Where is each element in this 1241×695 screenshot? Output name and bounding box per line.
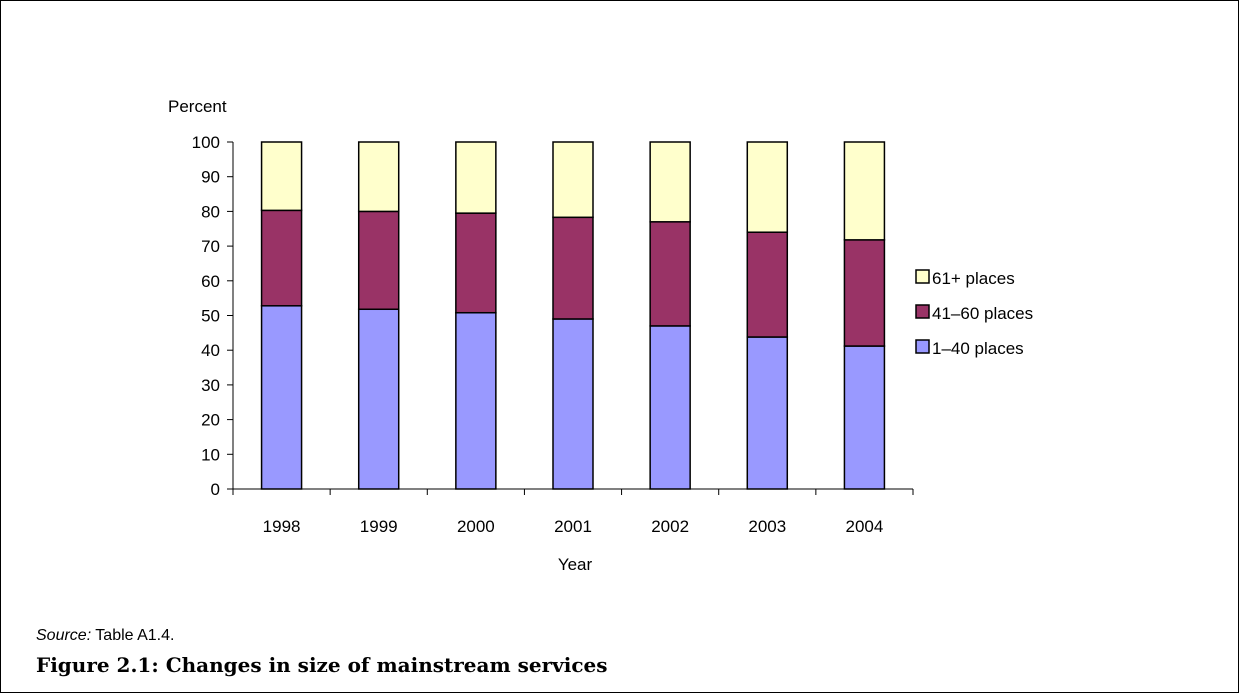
bar-segment-2000-s2 — [455, 141, 497, 214]
x-axis-label: Year — [558, 555, 593, 574]
bar-segment-2003-s2 — [746, 141, 789, 233]
source-text: Table A1.4. — [95, 627, 175, 644]
y-tick-label: 70 — [201, 237, 220, 256]
legend-label: 41–60 places — [932, 304, 1033, 323]
x-tick-label: 2001 — [554, 517, 592, 536]
y-axis-label: Percent — [168, 97, 227, 116]
y-tick-label: 90 — [201, 168, 220, 187]
x-tick-label: 2004 — [846, 517, 884, 536]
bar-segment-2004-s0 — [843, 345, 886, 490]
x-tick-label: 2003 — [748, 517, 786, 536]
bar-segment-2003-s0 — [746, 336, 789, 490]
bar-segment-2002-s2 — [649, 141, 691, 223]
figure-caption: Figure 2.1: Changes in size of mainstrea… — [36, 653, 608, 677]
x-tick-label: 1998 — [263, 517, 301, 536]
source-note: Source: Table A1.4. — [36, 627, 174, 645]
bar-segment-2004-s2 — [843, 141, 886, 241]
y-tick-label: 60 — [201, 272, 220, 291]
y-tick-label: 0 — [211, 480, 220, 499]
y-tick-label: 20 — [201, 411, 220, 430]
bar-segment-2001-s1 — [552, 216, 594, 320]
y-tick-label: 10 — [201, 445, 220, 464]
bar-segment-2003-s1 — [746, 231, 789, 338]
x-tick-label: 2000 — [457, 517, 495, 536]
bar-segment-1998-s1 — [260, 209, 303, 307]
bar-segment-2001-s2 — [552, 141, 594, 219]
bar-segment-2004-s1 — [843, 239, 886, 347]
y-tick-label: 80 — [201, 202, 220, 221]
legend-label: 1–40 places — [932, 339, 1024, 358]
bar-segment-2000-s1 — [455, 212, 497, 314]
bar-segment-1998-s2 — [260, 141, 303, 212]
x-tick-label: 2002 — [651, 517, 689, 536]
legend-swatch — [915, 304, 930, 319]
bar-segment-2000-s0 — [455, 311, 497, 490]
y-tick-label: 50 — [201, 307, 220, 326]
legend-swatch — [915, 269, 930, 284]
source-label: Source: — [36, 627, 92, 644]
axes-group: 0 10 20 30 40 50 60 70 80 90 100 1998 1999 2000 2001 20… — [192, 133, 914, 536]
bar-segment-2002-s0 — [649, 325, 691, 490]
legend: 61+ places 41–60 places 1–40 places — [915, 269, 1033, 358]
y-tick-label: 100 — [192, 133, 220, 152]
y-tick-label: 30 — [201, 376, 220, 395]
bars-group — [260, 141, 886, 490]
bar-segment-1999-s2 — [357, 141, 400, 213]
bar-segment-2001-s0 — [552, 318, 594, 490]
legend-label: 61+ places — [932, 269, 1015, 288]
bar-segment-1999-s0 — [357, 308, 400, 490]
bar-segment-1999-s1 — [357, 210, 400, 311]
x-tick-label: 1999 — [360, 517, 398, 536]
legend-swatch — [915, 339, 930, 354]
bar-segment-1998-s0 — [260, 305, 303, 490]
bar-segment-2002-s1 — [649, 221, 691, 327]
y-tick-label: 40 — [201, 341, 220, 360]
